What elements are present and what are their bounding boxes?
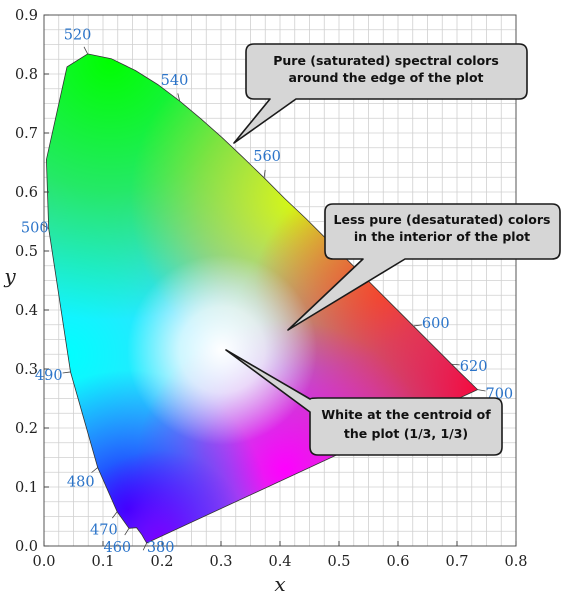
wavelength-label: 620 bbox=[460, 359, 488, 375]
y-tick-label: 0.0 bbox=[15, 539, 38, 555]
wavelength-tick bbox=[263, 169, 266, 178]
callout-1-line-2: around the edge of the plot bbox=[288, 70, 483, 85]
wavelength-tick bbox=[477, 389, 486, 392]
y-tick-label: 0.5 bbox=[15, 244, 38, 260]
y-tick-label: 0.9 bbox=[15, 8, 38, 24]
wavelength-tick bbox=[112, 511, 118, 519]
wavelength-label: 600 bbox=[422, 316, 450, 332]
wavelength-tick bbox=[41, 223, 49, 229]
axis-ticks: 0.0 0.1 0.2 0.3 0.4 0.5 0.6 0.7 0.8 0.0 0.1 0.2 0.3 0… bbox=[15, 8, 528, 570]
x-tick-label: 0.2 bbox=[150, 554, 173, 570]
wavelength-tick bbox=[451, 363, 460, 366]
x-tick-label: 0.5 bbox=[327, 554, 350, 570]
wavelength-label: 500 bbox=[21, 221, 49, 237]
y-tick-label: 0.1 bbox=[15, 480, 38, 496]
wavelength-tick bbox=[142, 542, 148, 551]
wavelength-label: 470 bbox=[90, 522, 118, 538]
wavelength-label: 520 bbox=[64, 27, 92, 43]
x-tick-label: 0.8 bbox=[504, 554, 527, 570]
wavelength-tick bbox=[413, 324, 422, 327]
y-axis-title: y bbox=[3, 264, 16, 288]
wavelength-tick bbox=[83, 46, 89, 55]
callout-2-line-1: Less pure (desaturated) colors bbox=[334, 212, 551, 227]
callout-3-line-2: the plot (1/3, 1/3) bbox=[344, 426, 468, 441]
wavelength-tick bbox=[91, 467, 98, 473]
wavelength-label: 540 bbox=[161, 73, 189, 89]
y-tick-label: 0.4 bbox=[15, 303, 38, 319]
callout-1-shape bbox=[233, 43, 528, 144]
wavelength-tick bbox=[62, 371, 71, 374]
wavelength-tick bbox=[124, 528, 130, 536]
wavelength-label: 480 bbox=[67, 475, 95, 491]
callout-white-centroid: White at the centroid of the plot (1/3, … bbox=[225, 349, 503, 456]
wavelength-label: 460 bbox=[103, 540, 131, 556]
x-tick-label: 0.6 bbox=[386, 554, 409, 570]
x-tick-label: 0.3 bbox=[209, 554, 232, 570]
callout-3-line-1: White at the centroid of bbox=[321, 407, 491, 422]
x-tick-label: 0.0 bbox=[32, 554, 55, 570]
callout-2-line-2: in the interior of the plot bbox=[354, 229, 530, 244]
callout-pure-spectral-colors: Pure (saturated) spectral colors around … bbox=[233, 43, 528, 144]
y-tick-label: 0.8 bbox=[15, 67, 38, 83]
x-tick-label: 0.7 bbox=[445, 554, 468, 570]
spectral-locus-outline bbox=[45, 53, 479, 544]
callout-3-shape bbox=[225, 349, 503, 456]
y-tick-label: 0.6 bbox=[15, 185, 38, 201]
wavelength-label: 490 bbox=[35, 368, 63, 384]
wavelength-label: 380 bbox=[147, 540, 175, 556]
wavelength-tick bbox=[177, 93, 181, 102]
wavelength-label: 560 bbox=[253, 149, 281, 165]
y-tick-label: 0.3 bbox=[15, 362, 38, 378]
callout-2-shape bbox=[287, 203, 561, 331]
x-axis-title: x bbox=[274, 572, 285, 596]
x-tick-label: 0.4 bbox=[268, 554, 291, 570]
callout-1-line-1: Pure (saturated) spectral colors bbox=[273, 53, 499, 68]
x-tick-label: 0.1 bbox=[91, 554, 114, 570]
y-tick-label: 0.7 bbox=[15, 126, 38, 142]
callout-desaturated-colors: Less pure (desaturated) colors in the in… bbox=[287, 203, 561, 331]
y-tick-label: 0.2 bbox=[15, 421, 38, 437]
